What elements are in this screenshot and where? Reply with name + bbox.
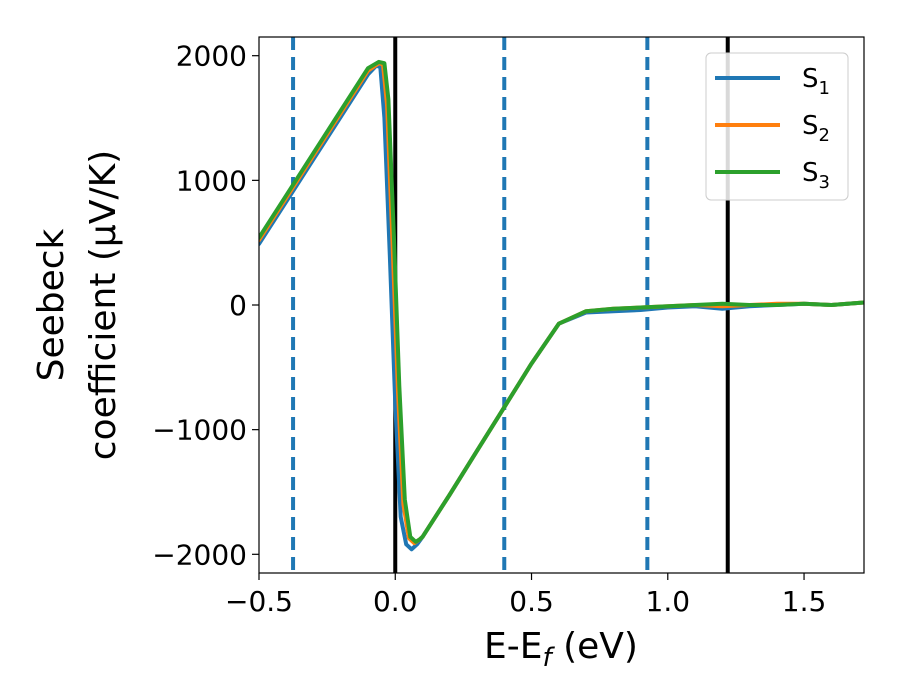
x-axis-label-main: E-E bbox=[484, 626, 542, 667]
y-tick-label: 1000 bbox=[176, 164, 247, 197]
legend: S1 S2 S3 bbox=[705, 52, 849, 201]
x-tick-label: 0.5 bbox=[509, 585, 554, 618]
x-axis-label: E-Ef (eV) bbox=[484, 626, 638, 673]
series-line-s3 bbox=[259, 59, 864, 544]
legend-label-s2: S2 bbox=[802, 111, 830, 146]
x-axis-ticks: −0.5 0.0 0.5 1.0 1.5 bbox=[225, 573, 826, 618]
x-axis-label-rest: (eV) bbox=[552, 626, 638, 667]
y-tick-label: −1000 bbox=[152, 414, 247, 447]
y-axis-ticks: 2000 1000 0 −1000 −2000 bbox=[152, 40, 259, 571]
x-tick-label: 1.5 bbox=[782, 585, 827, 618]
x-tick-label: −0.5 bbox=[225, 585, 293, 618]
y-tick-label: 2000 bbox=[176, 40, 247, 73]
y-tick-label: 0 bbox=[229, 289, 247, 322]
series-lines bbox=[259, 59, 864, 552]
y-axis-label: Seebeck coefficient (μV/K) bbox=[31, 150, 124, 460]
legend-label-s3: S3 bbox=[802, 158, 830, 193]
y-axis-label-line1: Seebeck bbox=[31, 228, 72, 381]
y-axis-label-line2: coefficient (μV/K) bbox=[83, 150, 124, 460]
y-tick-label: −2000 bbox=[152, 538, 247, 571]
x-tick-label: 0.0 bbox=[373, 585, 418, 618]
x-tick-label: 1.0 bbox=[646, 585, 691, 618]
legend-label-s1: S1 bbox=[802, 64, 830, 99]
